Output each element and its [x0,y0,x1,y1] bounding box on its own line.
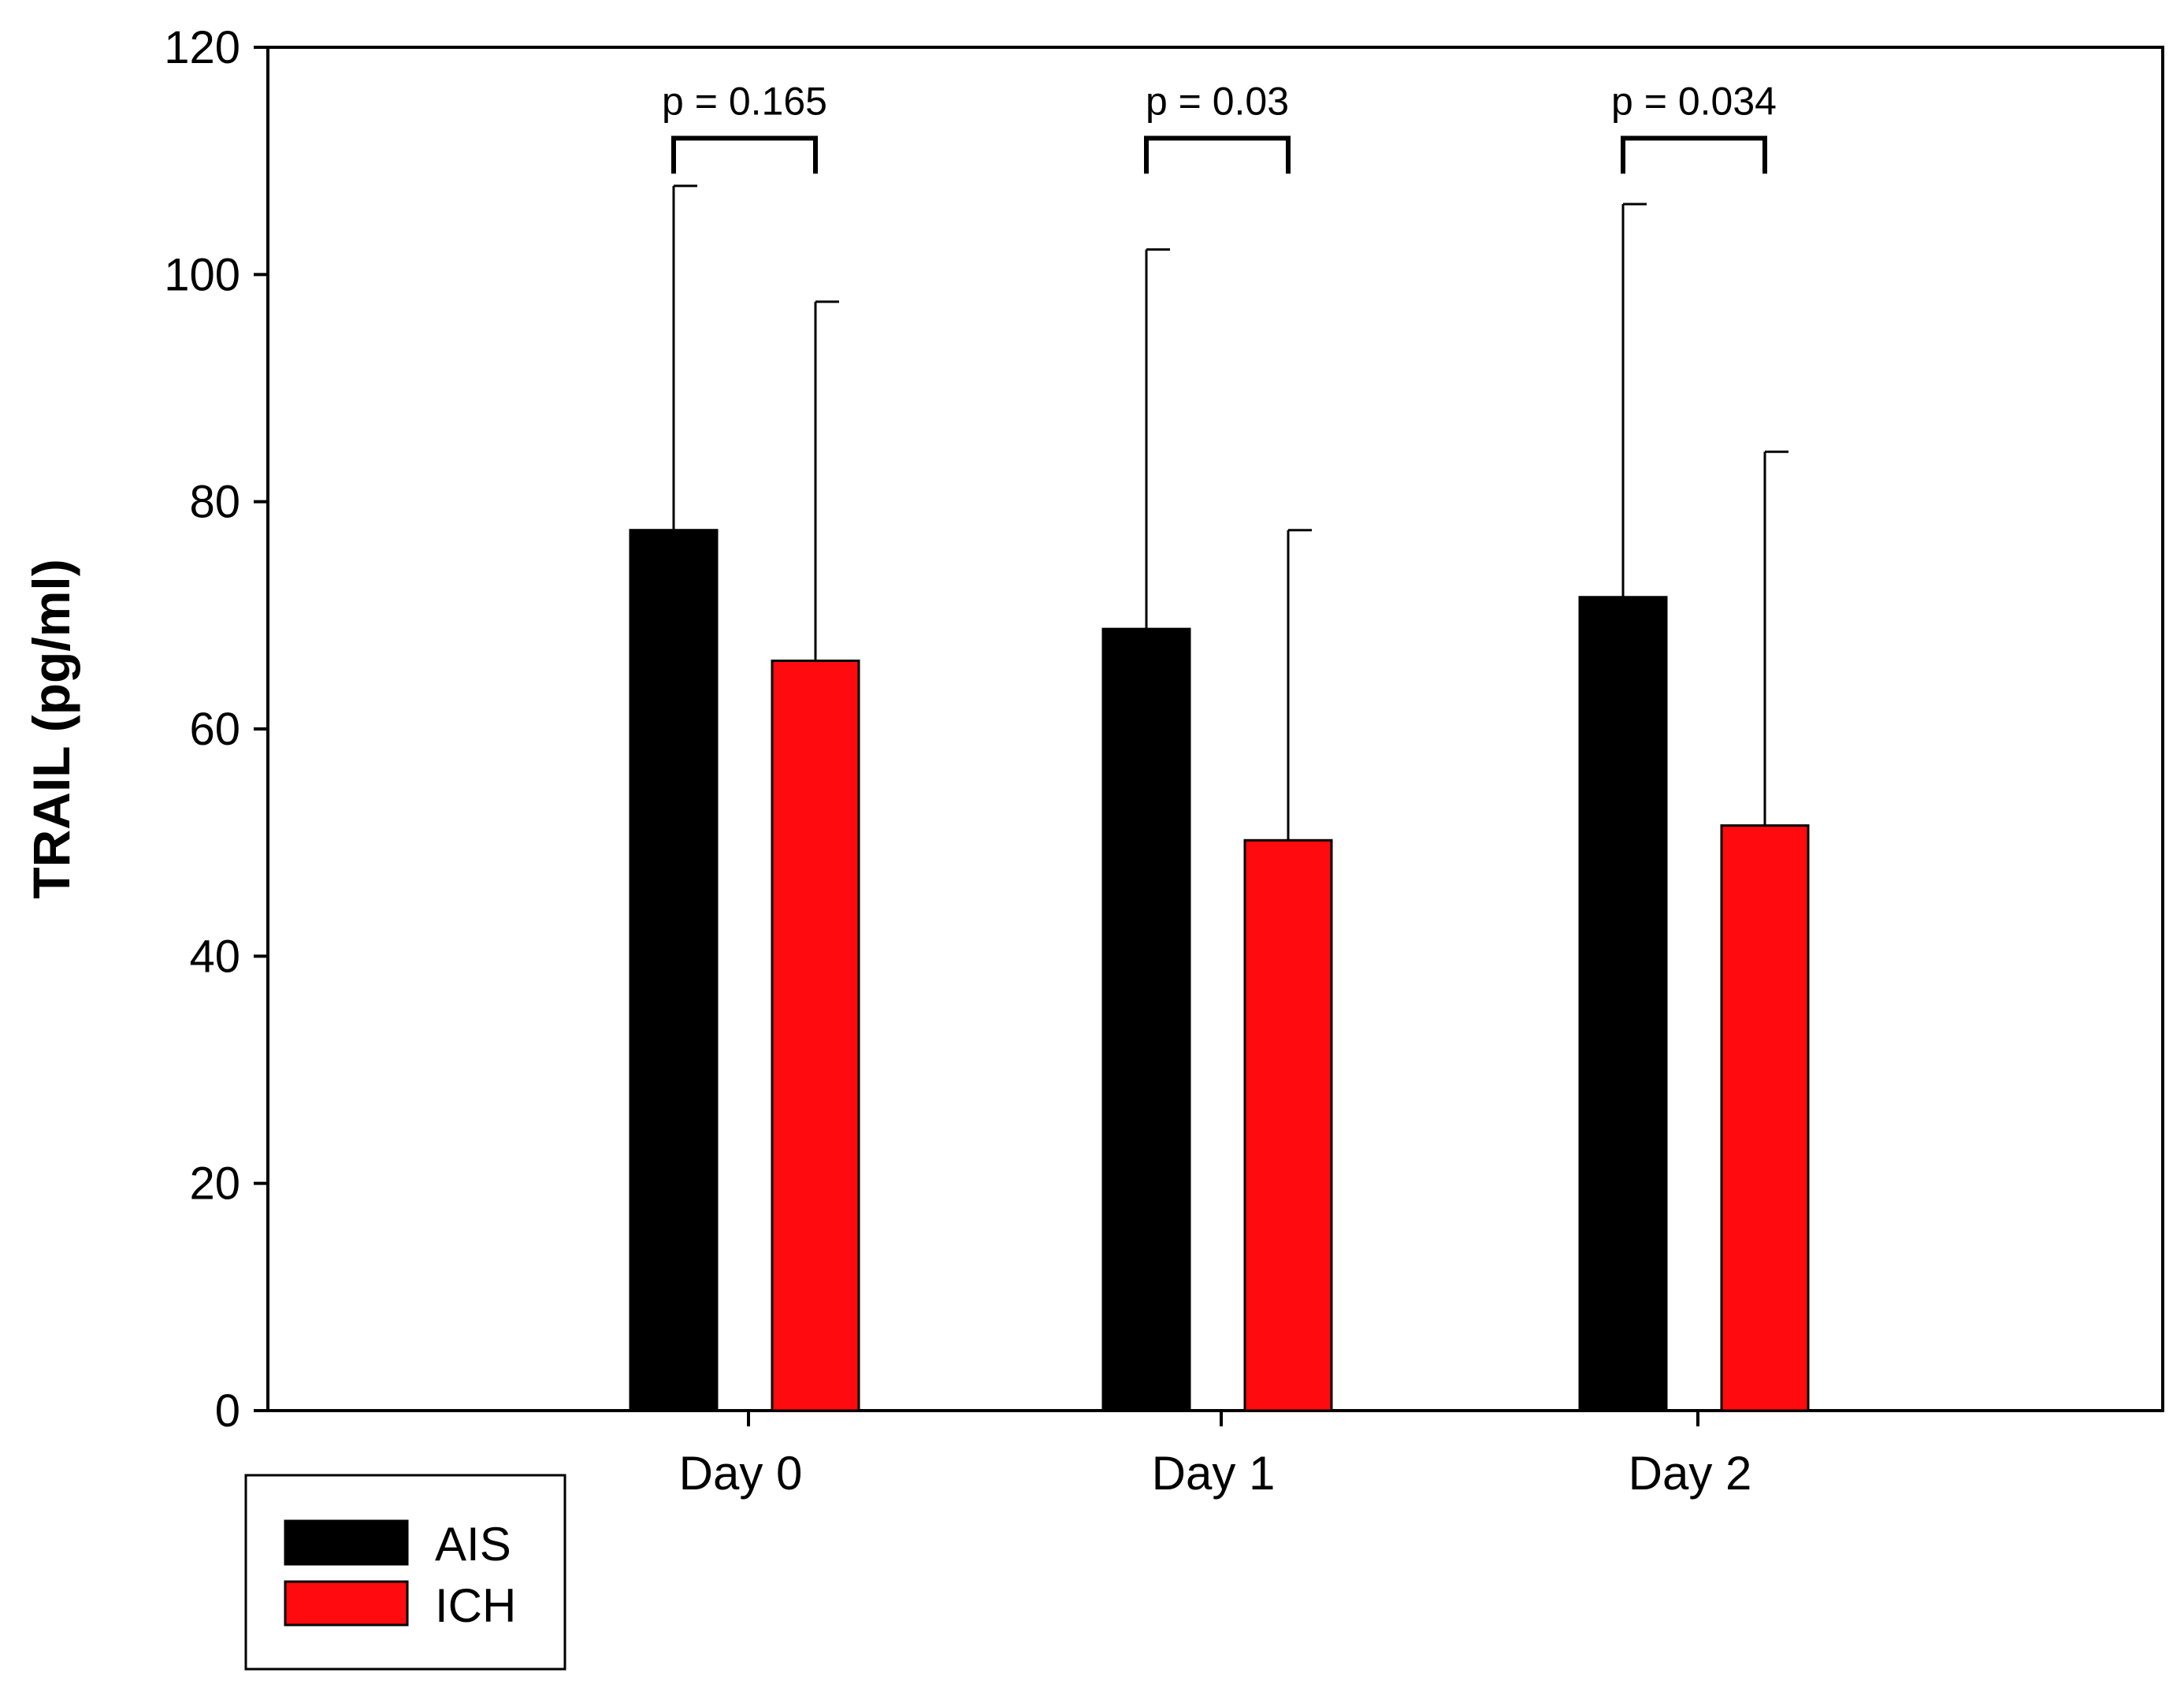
bar-ich-day-0 [771,660,860,1412]
bars [629,529,1810,1412]
error-bars [672,184,1788,841]
bar-ais-day-1 [1101,627,1191,1412]
legend-swatch-ich [284,1580,409,1627]
significance-bracket [671,136,818,174]
p-value-label: p = 0.034 [1611,79,1777,123]
legend-swatch-ais [284,1519,409,1566]
plot-frame [266,46,2164,1412]
p-value-label: p = 0.03 [1146,79,1289,123]
p-value-label: p = 0.165 [662,79,827,123]
y-axis-label: TRAIL (pg/ml) [22,559,80,898]
x-tick-label: Day 0 [679,1447,803,1500]
y-tick-label: 0 [215,1385,240,1437]
bar-ich-day-2 [1720,824,1810,1412]
y-tick-label: 100 [164,249,240,300]
y-tick-label: 80 [189,477,240,528]
y-tick-label: 40 [189,931,240,982]
y-tick-label: 120 [164,22,240,73]
y-tick-label: 60 [189,704,240,755]
y-axis-ticks: 0 20 40 60 80 100 120 [164,22,268,1437]
significance-bracket [1621,136,1767,174]
x-tick-label: Day 1 [1152,1447,1276,1500]
significance-annotations: p = 0.165 p = 0.03 p = 0.034 [662,79,1777,174]
legend-label-ais: AIS [435,1518,511,1571]
significance-bracket [1144,136,1291,174]
x-axis-ticks: Day 0 Day 1 Day 2 [679,1411,1752,1500]
legend: AIS ICH [244,1474,566,1671]
y-tick-label: 20 [189,1158,240,1210]
x-tick-label: Day 2 [1629,1447,1752,1500]
bar-ais-day-0 [629,529,719,1412]
legend-label-ich: ICH [435,1579,516,1632]
legend-frame [244,1474,566,1671]
bar-ais-day-2 [1578,596,1668,1412]
bar-ich-day-1 [1243,838,1333,1412]
